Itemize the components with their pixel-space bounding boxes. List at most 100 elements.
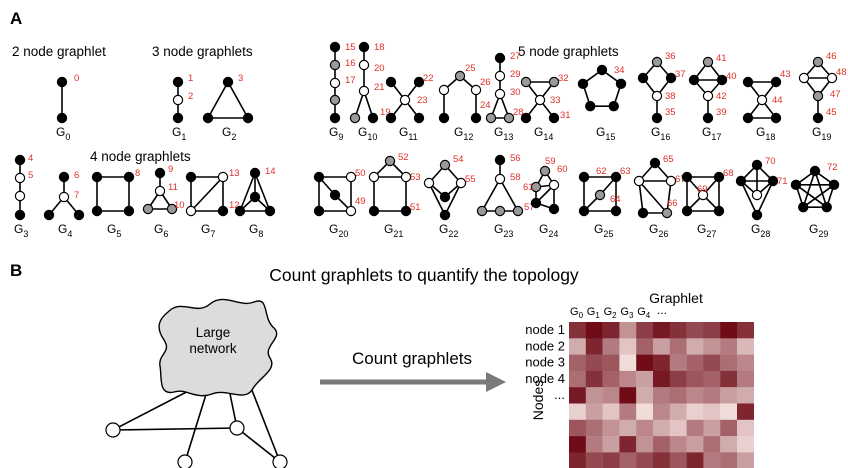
graphlet-name: G xyxy=(172,125,181,139)
node xyxy=(813,91,822,100)
heatmap-cell xyxy=(737,322,754,339)
node xyxy=(736,176,745,185)
node xyxy=(714,206,723,215)
orbit-label: 69 xyxy=(697,184,708,195)
heatmap-cell xyxy=(737,338,754,355)
heatmap-cell xyxy=(569,387,586,404)
graphlets: 0G012G13G245G367G48G591011G61213G714G815… xyxy=(14,42,847,239)
edge xyxy=(228,82,248,118)
node xyxy=(314,172,323,181)
orbit-label: 34 xyxy=(614,65,625,76)
node xyxy=(652,113,661,122)
heatmap-cell xyxy=(670,387,687,404)
graphlet-name: G xyxy=(494,125,503,139)
node xyxy=(439,85,448,94)
node xyxy=(743,113,752,122)
heatmap-cell xyxy=(737,387,754,404)
node xyxy=(549,204,558,213)
node xyxy=(743,77,752,86)
graphlet-name: G xyxy=(751,222,760,236)
column-label: G3 xyxy=(620,306,634,320)
heatmap-cell xyxy=(636,436,653,453)
graphlet-name: G xyxy=(494,222,503,236)
heatmap-cell xyxy=(687,387,704,404)
node xyxy=(822,203,831,212)
graphlet-name: G xyxy=(14,222,23,236)
graphlet-label: G17 xyxy=(702,125,721,142)
orbit-label: 48 xyxy=(836,67,847,78)
graphlet-index: 4 xyxy=(67,229,72,239)
column-name: G xyxy=(620,306,629,318)
node xyxy=(346,206,355,215)
node xyxy=(597,65,606,74)
heatmap-cell xyxy=(720,452,737,468)
node xyxy=(440,210,449,219)
orbit-label: 63 xyxy=(620,166,631,177)
heatmap-cell xyxy=(687,452,704,468)
heatmap-cell xyxy=(670,322,687,339)
heatmap-cell xyxy=(569,338,586,355)
graphlet-label: G7 xyxy=(201,222,215,239)
node xyxy=(265,206,274,215)
heatmap-cell xyxy=(586,322,603,339)
node xyxy=(250,192,259,201)
heatmap-cell xyxy=(670,420,687,437)
graphlet-index: 0 xyxy=(65,132,70,142)
node xyxy=(495,206,504,215)
heatmap-cell xyxy=(653,404,670,421)
heatmap-cell xyxy=(670,436,687,453)
column-index: 2 xyxy=(612,311,617,320)
node xyxy=(250,168,259,177)
heatmap-cell xyxy=(586,420,603,437)
heatmap-cell xyxy=(603,322,620,339)
graphlet-index: 1 xyxy=(181,132,186,142)
graphlet-index: 16 xyxy=(660,132,670,142)
node xyxy=(495,71,504,80)
node xyxy=(549,180,558,189)
heatmap-cell xyxy=(636,387,653,404)
graphlet-name: G xyxy=(249,222,258,236)
node xyxy=(521,113,530,122)
heatmap-cell xyxy=(636,322,653,339)
graphlet-index: 10 xyxy=(367,132,377,142)
heatmap-cell xyxy=(670,338,687,355)
heatmap-cell xyxy=(720,436,737,453)
heatmap-cell xyxy=(619,452,636,468)
heatmap-cell xyxy=(687,436,704,453)
graphlet-index: 20 xyxy=(338,229,348,239)
heatmap-cell xyxy=(603,338,620,355)
node xyxy=(513,206,522,215)
heatmap-cell xyxy=(737,452,754,468)
heatmap-cell xyxy=(619,371,636,388)
node xyxy=(74,210,83,219)
node xyxy=(235,206,244,215)
node xyxy=(92,206,101,215)
heatmap-cell xyxy=(603,452,620,468)
heatmap-cell xyxy=(586,436,603,453)
graphlet-name: G xyxy=(222,125,231,139)
node xyxy=(578,79,587,88)
node xyxy=(330,95,339,104)
graphlet-name: G xyxy=(439,222,448,236)
node xyxy=(638,73,647,82)
heatmap-cell xyxy=(703,355,720,372)
heatmap-cell xyxy=(653,322,670,339)
orbit-label: 40 xyxy=(726,71,737,82)
graphlet-name: G xyxy=(596,125,605,139)
graphlet-index: 23 xyxy=(503,229,513,239)
graphlet-label: G23 xyxy=(494,222,513,239)
heatmap-cell xyxy=(603,387,620,404)
node xyxy=(359,60,368,69)
orbit-label: 18 xyxy=(374,42,385,53)
heatmap-cell xyxy=(636,420,653,437)
row-label: ... xyxy=(554,387,565,402)
orbit-label: 4 xyxy=(28,153,33,164)
heatmap-cell xyxy=(737,436,754,453)
graphlet-label: G20 xyxy=(329,222,348,239)
column-index: 0 xyxy=(579,311,584,320)
orbit-label: 20 xyxy=(374,63,385,74)
heatmap-cell xyxy=(737,355,754,372)
node xyxy=(810,166,819,175)
node xyxy=(15,210,24,219)
edge xyxy=(482,179,500,211)
